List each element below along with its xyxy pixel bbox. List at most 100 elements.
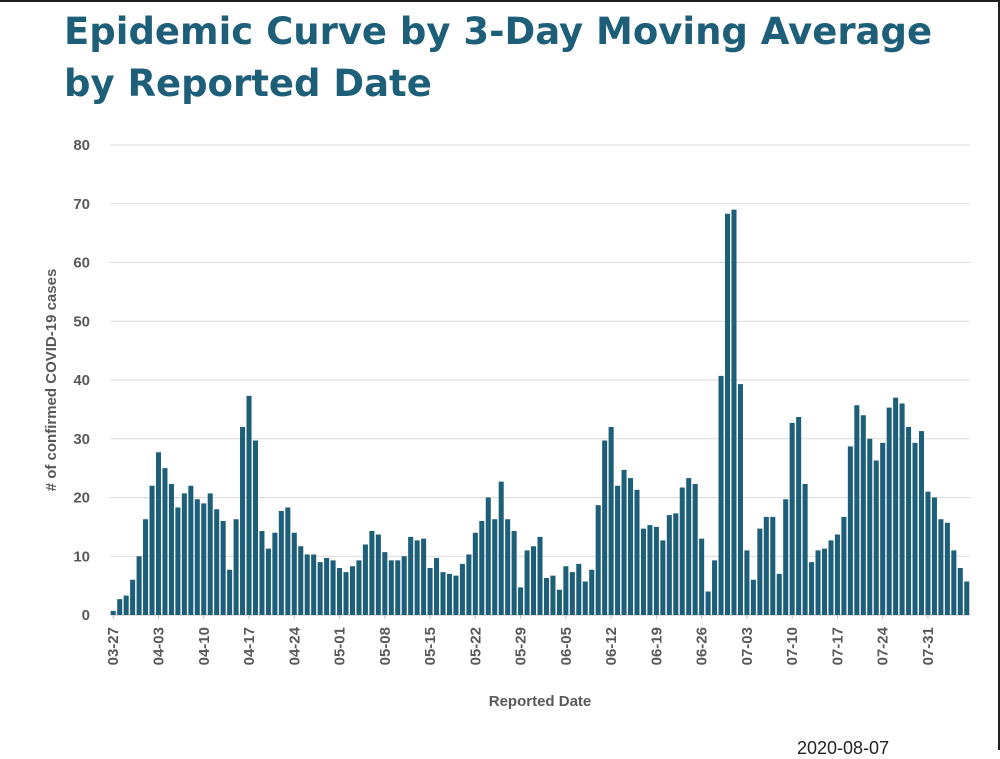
bar [259, 530, 265, 615]
bar [375, 534, 381, 615]
bar [802, 483, 808, 615]
bar [117, 599, 123, 615]
bar [440, 572, 446, 615]
x-tick-label: 05-15 [422, 627, 439, 665]
bar [427, 568, 433, 615]
x-tick-label: 04-03 [151, 627, 168, 665]
x-axis-label: Reported Date [489, 693, 592, 710]
bar [492, 519, 498, 615]
bar [362, 544, 368, 615]
x-tick-label: 05-08 [377, 627, 394, 665]
bar [278, 511, 284, 615]
bar [673, 513, 679, 615]
bar [291, 532, 297, 615]
bar [873, 460, 879, 615]
bar [880, 442, 886, 615]
bar [731, 209, 737, 616]
bar [602, 440, 608, 615]
x-tick-label: 07-03 [739, 627, 756, 665]
bar [233, 519, 239, 615]
bar [162, 468, 168, 616]
y-tick-label: 10 [73, 548, 90, 565]
x-tick-label: 07-17 [829, 627, 846, 665]
bar [589, 569, 595, 615]
bar [899, 403, 905, 615]
bar [543, 577, 549, 615]
bar [841, 516, 847, 615]
bar [886, 407, 892, 615]
y-tick-label: 50 [73, 313, 90, 330]
date-stamp: 2020-08-07 [797, 738, 890, 758]
x-tick-label: 07-10 [784, 627, 801, 665]
bar [809, 562, 815, 616]
bar [776, 573, 782, 616]
bar [686, 478, 692, 615]
bar [518, 587, 524, 615]
bar [388, 560, 394, 615]
bar [298, 546, 304, 615]
x-tick-label: 04-10 [196, 627, 213, 665]
bar [201, 503, 207, 616]
bar [498, 481, 504, 615]
bar [214, 509, 220, 615]
bar [789, 422, 795, 615]
bar [395, 560, 401, 615]
y-axis-label: # of confirmed COVID-19 cases [43, 269, 60, 492]
bar [343, 572, 349, 615]
bar [828, 540, 834, 615]
bar [615, 485, 621, 615]
bar [155, 452, 162, 615]
bar [207, 493, 213, 615]
y-tick-label: 60 [73, 255, 90, 272]
bar [285, 507, 291, 615]
bar [272, 532, 278, 615]
y-tick-label: 70 [73, 196, 90, 213]
bar [123, 595, 129, 615]
bars [110, 209, 970, 616]
bar [524, 550, 530, 616]
x-tick-label: 03-27 [105, 627, 122, 665]
bar [149, 485, 155, 615]
bar [227, 569, 233, 615]
bar [459, 563, 465, 615]
bar [621, 469, 627, 615]
bar [660, 540, 666, 615]
bar [556, 589, 562, 615]
bar [893, 397, 899, 616]
bar [531, 546, 537, 615]
bar [434, 558, 440, 615]
y-tick-labels: 0 10 20 30 40 50 60 70 80 [73, 137, 90, 624]
bar [181, 493, 187, 615]
bar [906, 427, 912, 615]
bar [317, 562, 323, 616]
bar [744, 550, 750, 616]
bar [647, 525, 653, 615]
x-tick-label: 06-19 [648, 627, 665, 665]
bar [628, 478, 634, 615]
bar [918, 431, 925, 615]
bar [679, 487, 685, 615]
bar [356, 560, 362, 615]
x-tick-label: 06-26 [694, 627, 711, 665]
y-tick-label: 40 [73, 372, 90, 389]
y-tick-label: 0 [82, 607, 90, 624]
right-border [998, 0, 1000, 750]
x-tick-label: 05-22 [467, 627, 484, 665]
bar [957, 568, 963, 615]
bar [421, 538, 427, 616]
bar [511, 530, 517, 615]
bar [304, 554, 310, 615]
bar [938, 519, 944, 615]
bar [168, 483, 174, 615]
bar [505, 519, 511, 615]
bar [330, 560, 336, 615]
bar [860, 415, 866, 615]
bar [770, 516, 776, 615]
bar [912, 442, 918, 615]
bar [569, 572, 575, 615]
bar [712, 560, 718, 615]
y-tick-label: 20 [73, 490, 90, 507]
bar [220, 521, 226, 615]
top-border [0, 0, 1000, 2]
bar [854, 405, 860, 615]
